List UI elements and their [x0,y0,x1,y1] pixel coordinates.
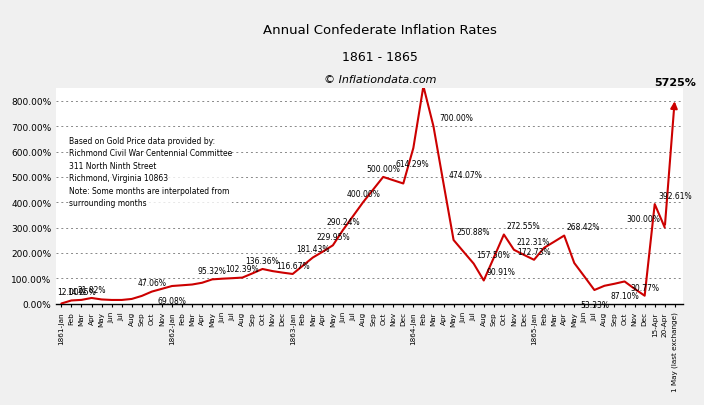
Text: 47.06%: 47.06% [137,279,166,288]
Text: 69.08%: 69.08% [158,296,187,305]
Text: 87.10%: 87.10% [610,292,639,301]
Text: 474.07%: 474.07% [449,171,483,180]
Text: 21.82%: 21.82% [77,285,106,294]
Text: Based on Gold Price data provided by:
Richmond Civil War Centennial Committee
31: Based on Gold Price data provided by: Ri… [69,136,232,208]
Text: © Inflationdata.com: © Inflationdata.com [324,75,436,85]
Text: 400.00%: 400.00% [346,190,380,198]
Text: 157.50%: 157.50% [477,251,510,260]
Text: 14.25%: 14.25% [67,287,96,296]
Text: 212.31%: 212.31% [517,237,550,246]
Text: 90.91%: 90.91% [486,268,515,277]
Text: 500.00%: 500.00% [366,164,400,173]
Text: 172.73%: 172.73% [517,247,551,256]
Text: 392.61%: 392.61% [659,192,693,200]
Text: 116.67%: 116.67% [276,261,310,270]
Text: 5725%: 5725% [654,78,696,88]
Text: 1861 - 1865: 1861 - 1865 [342,51,418,64]
Text: 272.55%: 272.55% [507,222,540,231]
Text: Annual Confederate Inflation Rates: Annual Confederate Inflation Rates [263,24,497,37]
Text: 53.33%: 53.33% [580,300,609,309]
Text: 229.95%: 229.95% [316,232,350,241]
Text: 268.42%: 268.42% [567,223,601,232]
Text: 95.32%: 95.32% [198,266,227,275]
Text: 300.00%: 300.00% [627,215,660,224]
Text: 614.29%: 614.29% [395,160,429,169]
Text: 250.88%: 250.88% [456,227,490,236]
Text: 181.43%: 181.43% [296,245,329,254]
Text: 12.00%: 12.00% [57,288,86,296]
Text: 290.24%: 290.24% [326,217,360,226]
Text: 30.77%: 30.77% [630,283,659,292]
Text: 858.62%: 858.62% [0,404,1,405]
Text: 136.36%: 136.36% [246,256,279,265]
Text: 102.39%: 102.39% [225,265,259,274]
Text: 700.00%: 700.00% [439,114,473,123]
